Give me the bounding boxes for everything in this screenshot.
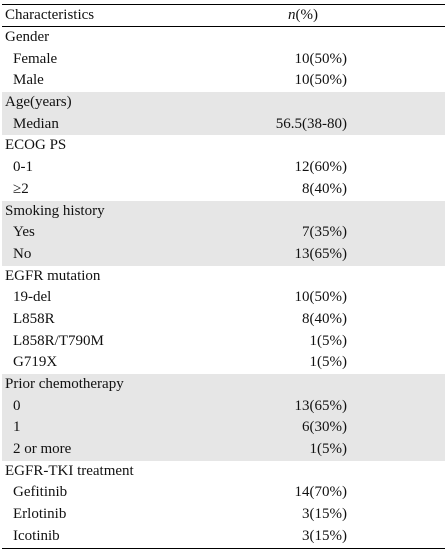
table-row: 0-1 12(60%): [2, 157, 445, 179]
table-section-row: Prior chemotherapy: [2, 374, 445, 396]
row-label: Icotinib: [13, 527, 60, 544]
table-row: Gefitinib 14(70%): [2, 482, 445, 504]
table-section-row: Age(years): [2, 92, 445, 114]
row-label: Male: [13, 72, 44, 89]
row-label: ECOG PS: [5, 137, 67, 154]
table-body: Gender Female 10(50%) Male 10(50%) Age(years)…: [2, 27, 445, 549]
row-label: No: [13, 245, 32, 262]
table-row: ≥2 8(40%): [2, 179, 445, 201]
row-label: EGFR-TKI treatment: [5, 462, 134, 479]
table-section-row: EGFR mutation: [2, 266, 445, 288]
row-value: 13(65%): [294, 245, 348, 262]
row-label: 1: [13, 419, 21, 436]
table-row: No 13(65%): [2, 243, 445, 266]
row-label: Yes: [13, 224, 35, 241]
table-row: 1 6(30%): [2, 417, 445, 440]
row-label: 0-1: [13, 159, 33, 176]
table-row: G719X 1(5%): [2, 352, 445, 374]
row-value: 14(70%): [294, 484, 348, 501]
table-row: Median 56.5(38-80): [2, 113, 445, 136]
row-value: 10(50%): [294, 50, 348, 67]
table-row: L858R 8(40%): [2, 309, 445, 331]
row-value: 8(40%): [302, 180, 347, 197]
row-value: 56.5(38-80): [275, 115, 347, 132]
table-row: 19-del 10(50%): [2, 287, 445, 309]
row-label: 0: [13, 397, 21, 414]
row-value: 12(60%): [294, 159, 348, 176]
row-label: ≥2: [13, 180, 29, 197]
row-label: Gender: [5, 29, 50, 45]
row-value: 10(50%): [294, 72, 348, 89]
header-n-percent: n(%): [283, 5, 323, 26]
row-value: 1(5%): [309, 354, 348, 371]
row-label: 19-del: [13, 289, 52, 306]
table-row: 0 13(65%): [2, 395, 445, 418]
row-label: Prior chemotherapy: [5, 376, 124, 392]
table-row: 2 or more 1(5%): [2, 439, 445, 461]
table-section-row: Smoking history: [2, 200, 445, 223]
table-section-row: EGFR-TKI treatment: [2, 461, 445, 483]
row-value: 1(5%): [309, 332, 348, 349]
table-row: Male 10(50%): [2, 70, 445, 92]
row-label: Age(years): [5, 94, 72, 111]
table-row: L858R/T790M 1(5%): [2, 331, 445, 353]
row-value: 6(30%): [302, 419, 347, 436]
row-value: 1(5%): [309, 441, 348, 458]
row-label: Erlotinib: [13, 506, 67, 523]
row-label: L858R: [13, 310, 55, 327]
row-label: Smoking history: [5, 202, 105, 219]
row-value: 8(40%): [302, 310, 347, 327]
row-label: 2 or more: [13, 441, 72, 458]
table-section-row: Gender: [2, 27, 445, 49]
table-row: Icotinib 3(15%): [2, 526, 445, 548]
row-value: 3(15%): [302, 527, 347, 544]
table-section-row: ECOG PS: [2, 135, 445, 157]
row-label: EGFR mutation: [5, 267, 101, 284]
row-value: 3(15%): [302, 506, 347, 523]
table-header: Characteristics n(%): [2, 4, 445, 27]
row-value: 13(65%): [294, 397, 348, 414]
row-value: 10(50%): [294, 289, 348, 306]
characteristics-table: Characteristics n(%) Gender Female 10(50%)…: [2, 4, 445, 549]
row-label: L858R/T790M: [13, 332, 104, 349]
header-pct: (%): [295, 7, 319, 23]
row-label: G719X: [13, 354, 58, 371]
row-value: 7(35%): [302, 224, 347, 241]
header-characteristics: Characteristics: [5, 7, 95, 23]
row-label: Gefitinib: [13, 484, 68, 501]
row-label: Median: [13, 115, 59, 132]
table-row: Female 10(50%): [2, 49, 445, 71]
table-row: Yes 7(35%): [2, 222, 445, 244]
row-label: Female: [13, 50, 58, 67]
table-row: Erlotinib 3(15%): [2, 504, 445, 526]
header-n: n: [288, 7, 296, 23]
